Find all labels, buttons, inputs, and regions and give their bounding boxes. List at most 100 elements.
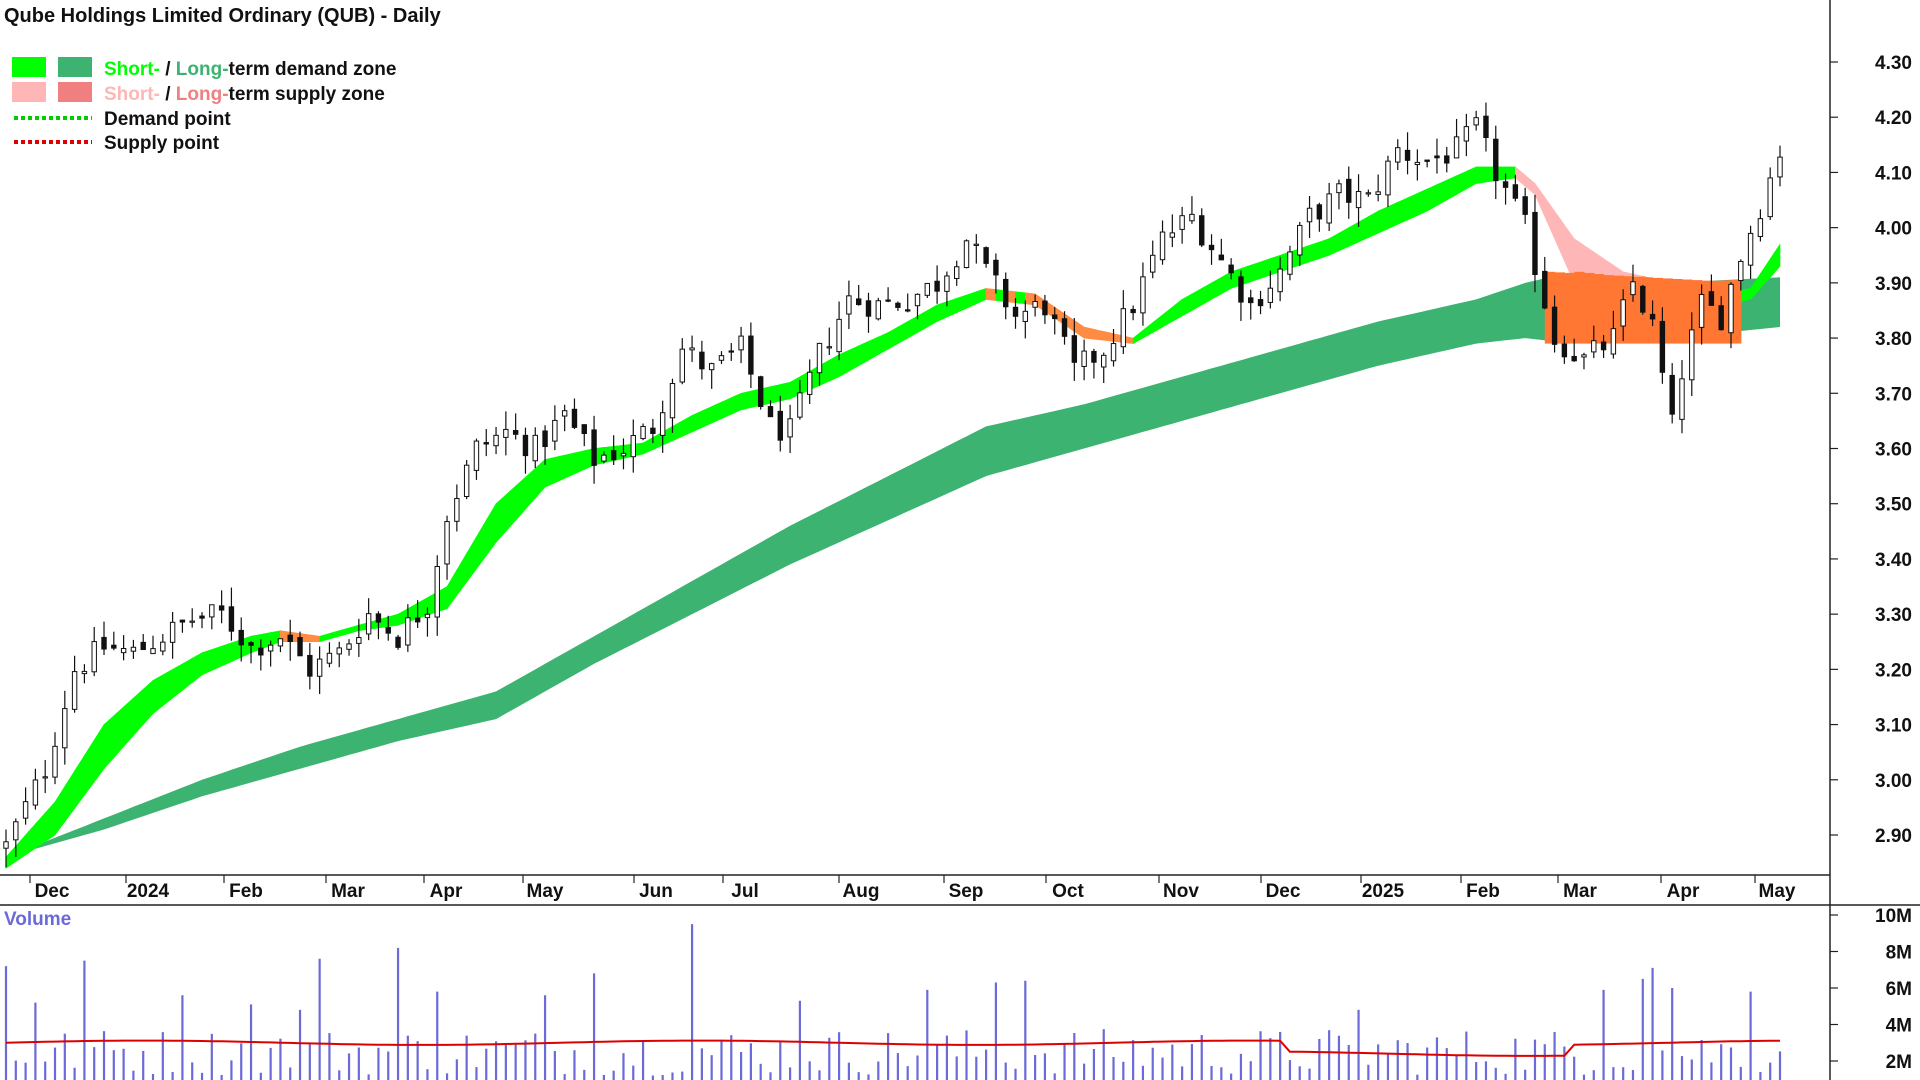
short-term-zone-segment bbox=[44, 801, 56, 843]
candle-body bbox=[228, 606, 235, 632]
candle-body bbox=[777, 410, 783, 441]
candle bbox=[1532, 194, 1538, 293]
candle-body bbox=[1355, 190, 1362, 209]
candle-body bbox=[640, 425, 646, 440]
candle bbox=[424, 607, 431, 637]
candle-body bbox=[1012, 306, 1019, 317]
candle-body bbox=[1767, 177, 1773, 218]
candle bbox=[993, 253, 999, 294]
candle bbox=[630, 419, 636, 473]
candle bbox=[610, 435, 617, 465]
candle-body bbox=[983, 247, 989, 264]
candle bbox=[1728, 282, 1734, 349]
candle-body bbox=[532, 434, 538, 462]
x-tick-label: Mar bbox=[331, 881, 365, 902]
candle-body bbox=[1061, 318, 1068, 337]
supply-overlap-zone bbox=[1691, 280, 1703, 344]
candle-body bbox=[757, 376, 764, 408]
candle bbox=[1689, 312, 1695, 397]
candle bbox=[875, 297, 882, 321]
legend-demand-point-label: Demand point bbox=[104, 109, 231, 130]
short-term-zone-segment bbox=[1093, 328, 1105, 341]
candle-body bbox=[1267, 287, 1274, 303]
short-term-zone-segment bbox=[211, 645, 222, 671]
candle bbox=[395, 634, 401, 650]
candle-body bbox=[689, 347, 695, 351]
volume-title: Volume bbox=[4, 909, 71, 930]
short-term-zone-segment bbox=[1769, 243, 1781, 279]
legend-demand-sep: / bbox=[160, 59, 176, 80]
short-term-zone-segment bbox=[917, 309, 928, 334]
candle-body bbox=[130, 646, 137, 652]
candle bbox=[71, 655, 78, 713]
candle bbox=[1404, 132, 1411, 175]
candle bbox=[1512, 174, 1519, 202]
candle bbox=[777, 395, 783, 452]
candle bbox=[248, 640, 254, 664]
candle bbox=[1698, 284, 1705, 345]
short-term-zone-segment bbox=[1132, 329, 1144, 345]
candle bbox=[904, 293, 911, 313]
short-term-zone-segment bbox=[681, 414, 693, 437]
candle-body bbox=[787, 418, 793, 438]
short-term-zone-segment bbox=[1319, 238, 1330, 259]
candle-body bbox=[542, 430, 548, 448]
candle-body bbox=[1316, 204, 1323, 220]
candle bbox=[258, 639, 264, 671]
candle-body bbox=[42, 776, 48, 779]
short-term-zone-segment bbox=[1505, 166, 1516, 180]
candle bbox=[542, 425, 548, 465]
candle bbox=[1355, 174, 1362, 227]
candle bbox=[1228, 258, 1234, 280]
candle-body bbox=[258, 647, 264, 656]
x-tick-label: Oct bbox=[1052, 881, 1084, 902]
candle-body bbox=[934, 280, 940, 292]
candle bbox=[669, 378, 676, 433]
short-term-zone-segment bbox=[64, 769, 75, 823]
candle bbox=[277, 638, 284, 653]
candle bbox=[865, 292, 872, 333]
candle-body bbox=[32, 779, 39, 806]
short-term-zone-segment bbox=[201, 649, 213, 676]
short-term-zone-segment bbox=[1015, 291, 1026, 305]
candle bbox=[160, 634, 166, 656]
short-term-zone-segment bbox=[1407, 192, 1418, 221]
short-term-zone-segment bbox=[858, 340, 869, 367]
candle-body bbox=[1679, 378, 1685, 420]
candle-body bbox=[1738, 260, 1744, 282]
legend-demand-short-label: Short- bbox=[104, 59, 160, 80]
candle bbox=[120, 635, 127, 661]
candle bbox=[1110, 329, 1117, 367]
legend-supply-short-label: Short- bbox=[104, 84, 160, 105]
short-term-zone-segment bbox=[113, 706, 124, 759]
candle bbox=[316, 646, 323, 695]
candle bbox=[561, 404, 568, 432]
candle bbox=[1620, 289, 1626, 341]
candle bbox=[199, 612, 205, 629]
candles-layer bbox=[3, 102, 1783, 868]
candle bbox=[1463, 113, 1470, 157]
candle bbox=[22, 787, 29, 825]
short-term-zone-segment bbox=[84, 738, 95, 797]
candle-body bbox=[454, 498, 460, 522]
candle-body bbox=[424, 613, 431, 619]
candle bbox=[846, 280, 852, 330]
candle-body bbox=[806, 371, 813, 395]
short-term-zone-segment bbox=[1191, 287, 1203, 311]
candle-body bbox=[463, 464, 470, 498]
candle-body bbox=[669, 383, 676, 419]
candle bbox=[1434, 138, 1440, 174]
price-tick-label: 4.20 bbox=[1875, 108, 1912, 129]
candle-body bbox=[267, 644, 274, 652]
candle bbox=[1679, 360, 1685, 434]
supply-overlap-zone bbox=[1603, 275, 1614, 344]
candle-body bbox=[1199, 215, 1205, 246]
supply-overlap-zone bbox=[1574, 271, 1585, 344]
candle bbox=[62, 690, 68, 765]
candle-body bbox=[1208, 244, 1215, 251]
supply-overlap-zone bbox=[1730, 279, 1742, 344]
candle-body bbox=[365, 613, 372, 635]
candle bbox=[1199, 208, 1205, 248]
candle-body bbox=[659, 412, 666, 436]
